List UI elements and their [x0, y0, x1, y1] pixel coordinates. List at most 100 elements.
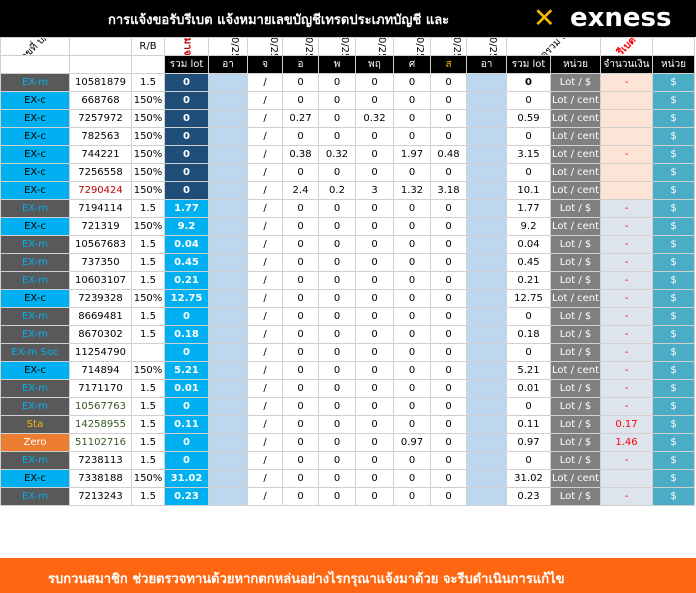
day-lot: 0 — [355, 73, 394, 92]
rebate-amount: - — [600, 235, 653, 254]
date-header: 6/10/2566 — [393, 37, 431, 56]
account-type: EX-m — [0, 271, 70, 290]
carry-lot: 0 — [164, 109, 209, 128]
unit: Lot / cent — [550, 361, 601, 380]
day-lot: 0 — [318, 379, 356, 398]
rebate-amount: - — [600, 451, 653, 470]
carry-lot: 0.01 — [164, 379, 209, 398]
day-lot: 0 — [282, 199, 319, 218]
table-row: Sta 14258955 1.5 0.11/0 0 0 0 0 0.11 Lot / $0.17 $ — [0, 415, 695, 434]
carry-lot: 0 — [164, 433, 209, 452]
day-lot: 0 — [393, 289, 431, 308]
carry-lot: 0 — [164, 163, 209, 182]
day-lot: / — [247, 253, 283, 272]
day-lot: 0 — [282, 469, 319, 488]
unit: Lot / cent — [550, 181, 601, 200]
day-lot — [466, 469, 507, 488]
sub-blank — [0, 55, 70, 74]
currency: $ — [652, 325, 695, 344]
day-lot — [466, 127, 507, 146]
day-label: จ — [247, 55, 283, 74]
currency: $ — [652, 199, 695, 218]
rebate-amount — [600, 181, 653, 200]
day-lot: 0 — [318, 91, 356, 110]
day-lot: 0 — [318, 271, 356, 290]
day-lot: / — [247, 271, 283, 290]
unit: Lot / $ — [550, 307, 601, 326]
day-lot — [466, 397, 507, 416]
blank-header-end — [652, 37, 695, 56]
day-label: อา — [466, 55, 507, 74]
day-lot: 0 — [430, 469, 467, 488]
account-number: 7290424 — [69, 181, 132, 200]
table-row: EX-c 782563 150% 0/0 0 0 0 0 0 Lot / cent $ — [0, 127, 695, 146]
day-lot: 0 — [393, 109, 431, 128]
day-lot — [466, 415, 507, 434]
day-lot — [466, 217, 507, 236]
rebate-amount: - — [600, 361, 653, 380]
day-lot: 0 — [355, 397, 394, 416]
day-lot: 0 — [430, 271, 467, 290]
account-number: 14258955 — [69, 415, 132, 434]
currency: $ — [652, 307, 695, 326]
sum-lot2-label: รวม lot — [506, 55, 551, 74]
day-lot: 0 — [355, 343, 394, 362]
day-lot: 0 — [393, 451, 431, 470]
table-row: EX-m Soc 11254790 0/0 0 0 0 0 0 Lot / $ - $ — [0, 343, 695, 362]
day-lot — [208, 235, 248, 254]
day-lot — [466, 91, 507, 110]
day-lot: 0 — [318, 73, 356, 92]
account-type: EX-c — [0, 145, 70, 164]
table-row: EX-m 10567763 1.5 0/0 0 0 0 0 0 Lot / $ - $ — [0, 397, 695, 416]
day-lot: 0 — [393, 469, 431, 488]
day-lot: 0 — [355, 433, 394, 452]
rebate-rate: 1.5 — [131, 253, 165, 272]
currency: $ — [652, 433, 695, 452]
carry-lot: 12.75 — [164, 289, 209, 308]
account-type: EX-c — [0, 361, 70, 380]
currency: $ — [652, 127, 695, 146]
rebate-rate: 1.5 — [131, 415, 165, 434]
day-lot: 0 — [282, 415, 319, 434]
day-lot — [208, 253, 248, 272]
unit: Lot / $ — [550, 433, 601, 452]
day-lot — [208, 469, 248, 488]
currency: $ — [652, 289, 695, 308]
date-header: 2/10/2566 — [247, 37, 283, 56]
unit: Lot / cent — [550, 145, 601, 164]
total-lot: 10.1 — [506, 181, 551, 200]
day-lot: 0 — [355, 253, 394, 272]
currency: $ — [652, 73, 695, 92]
day-lot: / — [247, 73, 283, 92]
date-header: 1/10/2566 — [208, 37, 248, 56]
day-lot: / — [247, 199, 283, 218]
day-lot: 0 — [282, 325, 319, 344]
day-lot — [208, 127, 248, 146]
day-lot — [466, 181, 507, 200]
day-lot: 0 — [318, 361, 356, 380]
day-lot: 0 — [318, 397, 356, 416]
account-type: EX-m — [0, 325, 70, 344]
rebate-amount — [600, 127, 653, 146]
day-lot: 0 — [318, 109, 356, 128]
account-type: EX-c — [0, 91, 70, 110]
total-lot: 5.21 — [506, 361, 551, 380]
total-lot-header: ยอดรวม Lot — [506, 37, 601, 56]
table-row: EX-c 7338188 150% 31.02/0 0 0 0 0 31.02 Lot / cen… — [0, 469, 695, 488]
carry-lot: 0.21 — [164, 271, 209, 290]
table-row: EX-c 721319 150% 9.2/0 0 0 0 0 9.2 Lot / cent - $ — [0, 217, 695, 236]
account-number: 10603107 — [69, 271, 132, 290]
rebate-amount — [600, 109, 653, 128]
total-lot: 31.02 — [506, 469, 551, 488]
unit: Lot / $ — [550, 325, 601, 344]
table-row: EX-m 10603107 1.5 0.21/0 0 0 0 0 0.21 Lot / $ - $ — [0, 271, 695, 290]
brand-logo-text: exness — [570, 3, 672, 33]
total-lot: 0 — [506, 307, 551, 326]
day-label: อา — [208, 55, 248, 74]
day-lot — [466, 109, 507, 128]
day-lot: 0 — [282, 397, 319, 416]
day-lot: / — [247, 235, 283, 254]
day-lot — [208, 145, 248, 164]
day-lot — [466, 343, 507, 362]
day-lot: / — [247, 109, 283, 128]
